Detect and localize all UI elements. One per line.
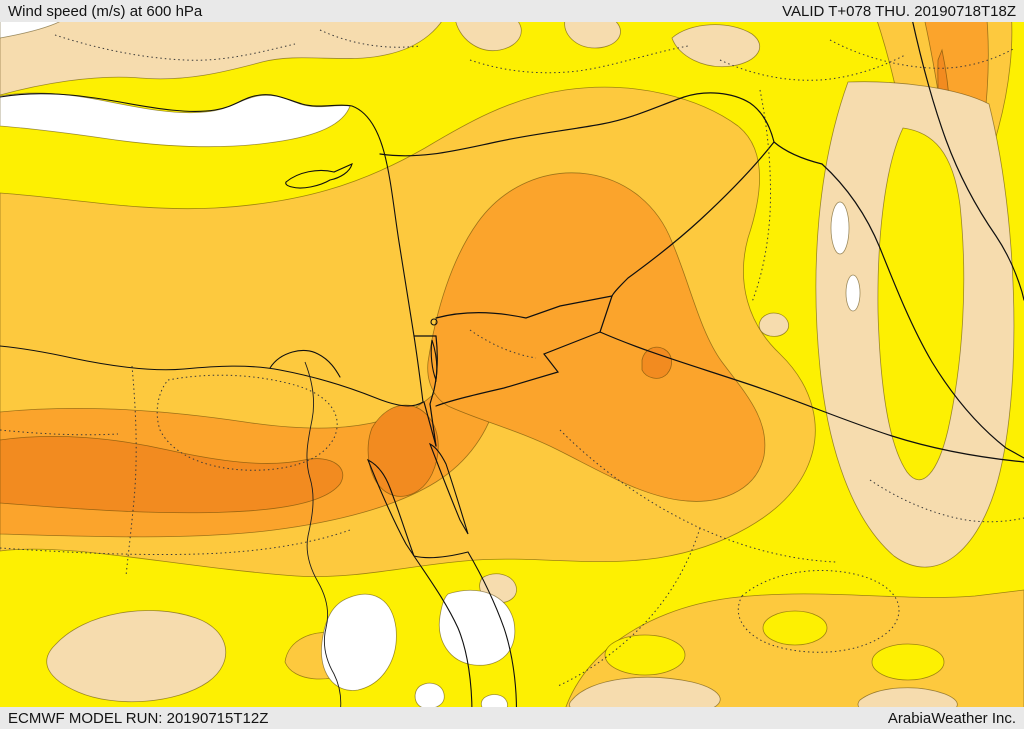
- map-title: Wind speed (m/s) at 600 hPa: [8, 2, 203, 20]
- nile-river: [304, 361, 342, 715]
- border-iran-iraq-north: [907, 0, 1024, 301]
- white-minimum-mediterranean: [0, 92, 351, 147]
- border-iraq-saudi: [599, 331, 1024, 463]
- cream-small-patch-2: [758, 312, 789, 337]
- gulf-of-suez: [366, 458, 415, 557]
- dotted-egypt-west: [0, 429, 119, 436]
- border-jordan-iraq: [599, 295, 613, 333]
- white-minimum-south-2: [438, 589, 516, 666]
- dark-orange-core-west: [0, 435, 344, 514]
- dark-orange-core-saudi: [641, 346, 672, 379]
- cream-turkey-strip: [0, 0, 453, 96]
- valid-time-label: VALID T+078 THU. 20190718T18Z: [782, 2, 1016, 20]
- mediterranean-coastline: [0, 93, 424, 407]
- yellow-patch-1: [604, 634, 686, 676]
- cyprus-island: [285, 163, 353, 189]
- dotted-saudi-2: [557, 527, 701, 687]
- red-sea: [412, 551, 518, 729]
- orange-levant-blob: [427, 172, 766, 502]
- border-iran-iraq-south: [821, 163, 1024, 459]
- white-minimum-south-3: [414, 682, 445, 709]
- cream-bottom-left-patch: [46, 610, 227, 703]
- yellow-patch-2: [762, 610, 828, 646]
- coastlines: [0, 93, 518, 729]
- cream-top-blob-3: [671, 24, 761, 68]
- yellow-inside-cream-band: [877, 127, 965, 481]
- footer-bar: ECMWF MODEL RUN: 20190715T12Z ArabiaWeat…: [0, 707, 1024, 729]
- header-bar: Wind speed (m/s) at 600 hPa VALID T+078 …: [0, 0, 1024, 22]
- nile-delta-coast: [269, 350, 341, 378]
- dotted-turkey-5: [829, 39, 1016, 69]
- border-syria-jordan: [435, 295, 613, 319]
- border-jordan-saudi-zigzag: [435, 331, 601, 407]
- gulf-of-aqaba: [428, 442, 469, 535]
- border-egypt-israel: [423, 401, 437, 447]
- white-minimum-lake-2: [845, 274, 861, 312]
- country-borders: [379, 0, 1024, 463]
- white-minimum-lake-1: [830, 201, 850, 255]
- admin-boundaries: [0, 29, 1024, 687]
- dotted-saudi-loop: [737, 570, 900, 653]
- model-run-label: ECMWF MODEL RUN: 20190715T12Z: [8, 709, 269, 727]
- dotted-jordan: [469, 329, 537, 359]
- sea-of-galilee: [430, 318, 438, 326]
- yellow-patch-3: [871, 643, 945, 681]
- attribution-label: ArabiaWeather Inc.: [887, 709, 1016, 727]
- dotted-turkey-2: [319, 29, 421, 48]
- dotted-egypt-parallel: [0, 529, 351, 556]
- dotted-saudi-1: [559, 429, 837, 563]
- dotted-egypt-loop: [156, 374, 338, 471]
- dotted-saudi-east: [869, 479, 1024, 523]
- border-syria-iraq: [611, 141, 775, 297]
- white-minimum-south-1: [320, 593, 397, 691]
- border-turkey-syria-iraq: [379, 92, 823, 165]
- border-israel-jordan: [429, 335, 438, 447]
